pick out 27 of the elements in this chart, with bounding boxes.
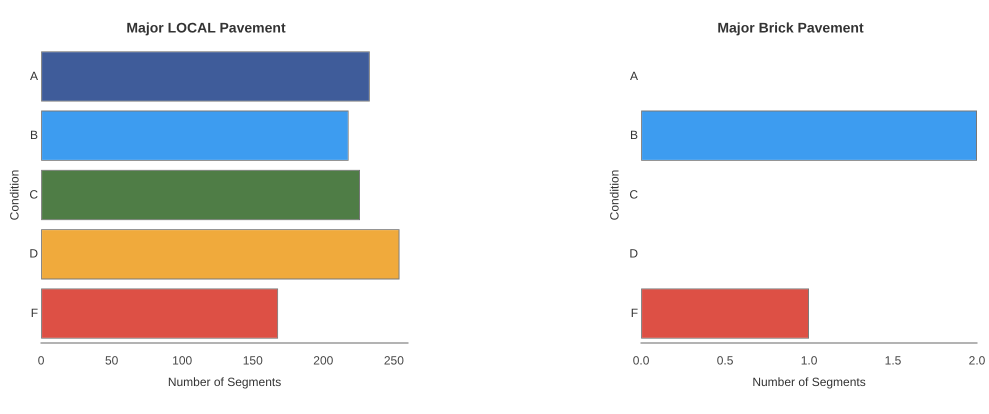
y-tick-label: D xyxy=(629,246,638,261)
x-tick-label: 1.5 xyxy=(884,354,902,368)
x-tick-label: 0.5 xyxy=(716,354,734,368)
y-tick-label: C xyxy=(629,187,638,202)
y-tick-label: A xyxy=(630,68,638,83)
chart-title: Major Brick Pavement xyxy=(717,19,864,36)
x-tick-label: 0 xyxy=(38,354,45,368)
x-axis-title: Number of Segments xyxy=(752,375,866,390)
y-axis-title: Condition xyxy=(608,170,622,220)
x-tick-label: 1.0 xyxy=(800,354,818,368)
y-axis-title: Condition xyxy=(8,170,22,220)
y-tick-label: B xyxy=(630,128,638,142)
x-tick-label: 250 xyxy=(384,354,404,368)
y-tick-label: A xyxy=(30,68,38,83)
chart-title: Major LOCAL Pavement xyxy=(126,19,286,36)
x-tick-label: 150 xyxy=(242,354,264,368)
y-tick-label: B xyxy=(30,128,38,142)
x-tick-label: 2.0 xyxy=(968,354,986,368)
y-tick-label: D xyxy=(29,246,38,261)
x-tick-label: 100 xyxy=(172,354,193,368)
y-tick-label: F xyxy=(30,306,38,320)
x-tick-label: 0.0 xyxy=(632,354,650,368)
y-tick-label: F xyxy=(630,306,638,320)
x-tick-label: 200 xyxy=(313,354,334,368)
x-axis-title: Number of Segments xyxy=(168,375,282,390)
x-tick-label: 50 xyxy=(104,354,119,368)
y-tick-label: C xyxy=(29,187,38,202)
